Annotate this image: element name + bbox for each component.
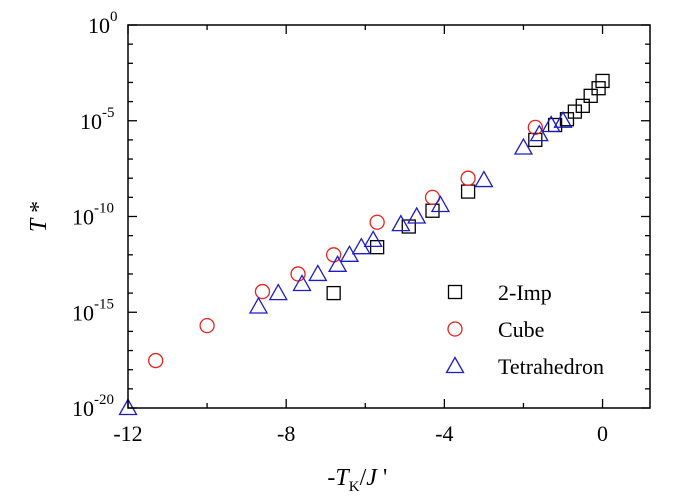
triangle-point — [118, 398, 138, 416]
triangle-point — [474, 170, 494, 188]
triangle-point — [339, 244, 360, 262]
square-point — [567, 104, 583, 119]
square-point — [595, 73, 610, 89]
y-tick-label: 10 0 — [88, 9, 118, 38]
square-point — [591, 81, 606, 96]
y-tick-label: 10 -15 — [72, 296, 114, 325]
y-axis-title: T * — [26, 201, 52, 232]
circle-point — [460, 170, 476, 186]
triangle-point — [308, 264, 328, 282]
svg-text:10: 10 — [88, 13, 110, 38]
legend-label: Tetrahedron — [498, 354, 604, 379]
triangle-point — [430, 195, 451, 213]
data-markers — [118, 73, 610, 416]
circle-point — [290, 266, 306, 282]
axis-ticks — [127, 24, 650, 409]
circle-point — [148, 352, 164, 369]
square-point — [583, 88, 598, 103]
svg-text:-20: -20 — [94, 392, 114, 408]
legend-label: Cube — [498, 317, 544, 342]
y-tick-label: 10 -20 — [72, 392, 114, 421]
triangle-point — [513, 137, 534, 155]
legend-triangle-icon — [445, 356, 465, 374]
legend-square-icon — [447, 284, 463, 300]
series-2-imp — [326, 73, 610, 301]
square-point — [369, 240, 385, 255]
legend: 2-Imp Cube Tetrahedron — [445, 280, 604, 379]
circle-point — [325, 247, 342, 263]
legend-circle-icon — [447, 321, 463, 337]
svg-text:-10: -10 — [94, 201, 114, 217]
y-tick-label: 10 -10 — [72, 201, 114, 230]
triangle-point — [541, 115, 561, 133]
legend-label: 2-Imp — [498, 280, 552, 305]
circle-point — [527, 119, 543, 136]
legend-item: Cube — [447, 317, 544, 342]
svg-text:-15: -15 — [94, 296, 114, 312]
square-point — [460, 184, 476, 199]
triangle-point — [327, 254, 348, 272]
series-tetrahedron — [118, 110, 573, 416]
svg-text:10: 10 — [72, 205, 94, 230]
x-axis-title: -TK/J ' — [327, 465, 387, 495]
triangle-point — [248, 296, 269, 314]
triangle-point — [351, 237, 371, 255]
series-cube — [148, 119, 543, 369]
square-point — [559, 112, 575, 127]
square-point — [326, 285, 341, 301]
svg-text:-5: -5 — [102, 105, 115, 121]
triangle-point — [553, 110, 573, 128]
svg-text:0: 0 — [110, 9, 118, 25]
plot-frame — [127, 24, 651, 409]
square-point — [575, 98, 590, 113]
circle-point — [369, 214, 385, 230]
x-tick-label: -8 — [277, 421, 295, 446]
square-point — [401, 219, 416, 234]
triangle-point — [529, 124, 549, 142]
triangle-point — [292, 274, 312, 292]
circle-point — [254, 283, 271, 300]
triangle-point — [391, 214, 411, 232]
x-tick-label: 0 — [597, 421, 608, 446]
svg-text:10: 10 — [80, 109, 102, 134]
x-tick-label: -12 — [113, 421, 142, 446]
triangle-point — [268, 283, 288, 301]
svg-text:10: 10 — [72, 300, 94, 325]
x-tick-label: -4 — [435, 421, 453, 446]
circle-point — [199, 317, 215, 334]
triangle-point — [363, 230, 383, 248]
svg-text:10: 10 — [72, 396, 94, 421]
triangle-point — [407, 206, 427, 224]
legend-item: Tetrahedron — [445, 354, 604, 379]
legend-item: 2-Imp — [447, 280, 552, 305]
y-tick-label: 10 -5 — [80, 105, 115, 134]
